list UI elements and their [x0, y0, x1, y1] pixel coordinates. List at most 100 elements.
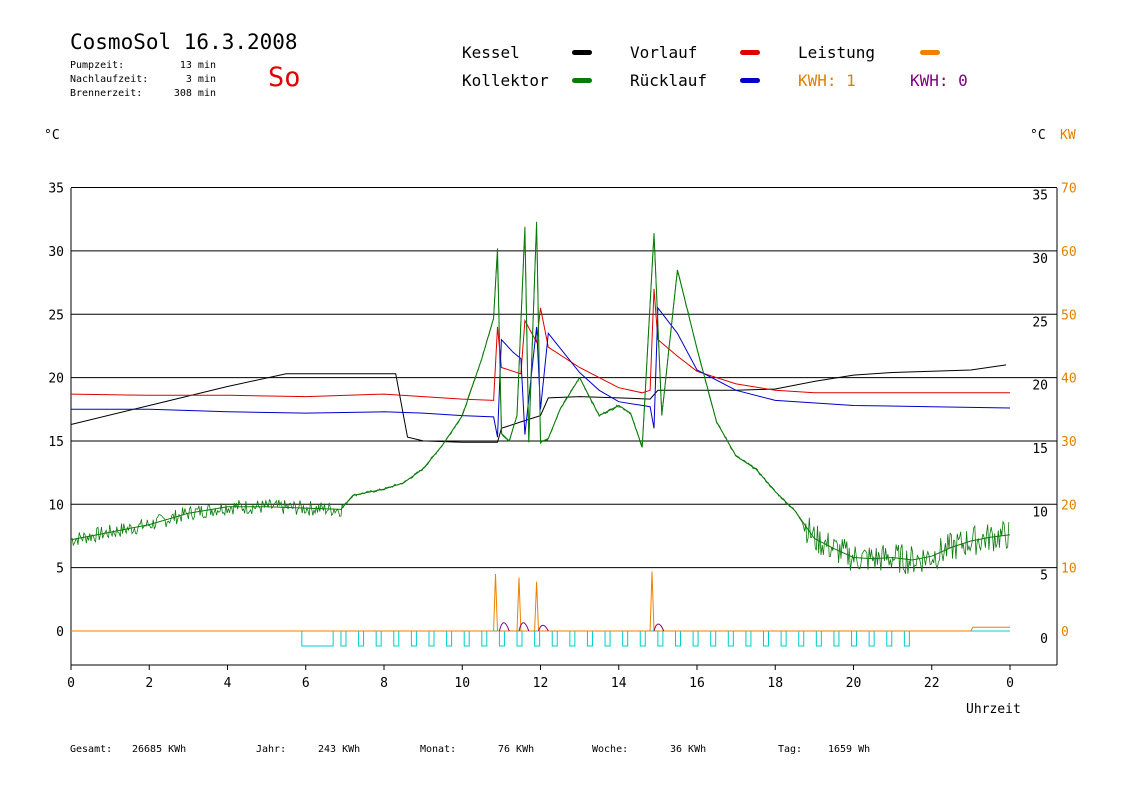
pump-pulse-19: [674, 630, 681, 647]
pump-pulse-28: [833, 630, 840, 647]
footer-monat-label: Monat:: [420, 744, 457, 755]
y-tick-right-c-1: 5: [1040, 569, 1048, 584]
legend-ruecklauf-label: Rücklauf: [630, 71, 708, 90]
y-tick-right-c-5: 25: [1032, 315, 1048, 330]
pump-pulse-6: [446, 630, 453, 647]
pump-pulse-7: [463, 630, 470, 647]
pump-pulse-block: [301, 630, 334, 647]
pump-pulse-25: [780, 630, 787, 647]
x-tick-label-12: 0: [1006, 676, 1014, 691]
y-tick-right-kw-7: 70: [1061, 182, 1077, 197]
pump-pulse-22: [727, 630, 734, 647]
series-leistung-line: [71, 571, 1010, 632]
pump-pulse-9: [498, 630, 505, 647]
y-tick-left-7: 35: [48, 182, 64, 197]
y-tick-right-kw-6: 60: [1061, 245, 1077, 260]
stat-value-1: 3 min: [185, 74, 216, 85]
pump-pulse-21: [710, 630, 717, 647]
series-kollektor-noise: [70, 242, 1010, 575]
legend-vorlauf-swatch: [740, 50, 760, 55]
stat-label-2: Brennerzeit:: [70, 88, 143, 99]
energy-bump-3: [653, 623, 665, 632]
y-tick-right-kw-2: 20: [1061, 498, 1077, 513]
legend-leistung-swatch: [920, 50, 940, 55]
pump-pulse-27: [815, 630, 822, 647]
y-tick-right-kw-5: 50: [1061, 308, 1077, 323]
x-tick-label-4: 8: [380, 676, 388, 691]
legend-vorlauf-label: Vorlauf: [630, 43, 698, 62]
y-tick-left-0: 0: [56, 625, 64, 640]
footer-gesamt-value: 26685 KWh: [132, 744, 187, 755]
footer-woche-label: Woche:: [592, 744, 629, 755]
pump-pulse-20: [692, 630, 699, 647]
legend-leistung-label: Leistung: [798, 43, 876, 62]
right-axis-unit-kw: KW: [1060, 128, 1076, 143]
pump-pulse-8: [481, 630, 488, 647]
legend-kessel-swatch: [572, 50, 592, 55]
stat-value-2: 308 min: [173, 88, 216, 99]
series-kessel-line: [70, 364, 1007, 443]
y-tick-right-c-7: 35: [1032, 189, 1048, 204]
pump-pulse-32: [903, 630, 910, 647]
x-tick-label-3: 6: [302, 676, 310, 691]
pump-pulse-4: [410, 630, 417, 647]
stat-value-0: 13 min: [179, 60, 216, 71]
y-tick-right-c-2: 10: [1032, 505, 1048, 520]
x-tick-label-5: 10: [454, 676, 470, 691]
y-tick-left-1: 5: [56, 562, 64, 577]
pump-pulse-10: [516, 630, 523, 647]
y-tick-right-kw-1: 10: [1061, 562, 1077, 577]
legend-kwh1-label: KWH: 1: [798, 71, 856, 90]
legend-kessel-label: Kessel: [462, 43, 520, 62]
pump-pulse-18: [657, 630, 664, 647]
x-tick-label-1: 2: [145, 676, 153, 691]
footer-jahr-label: Jahr:: [256, 744, 287, 755]
x-tick-label-10: 20: [846, 676, 862, 691]
y-tick-right-kw-3: 30: [1061, 435, 1077, 450]
y-tick-right-c-4: 20: [1032, 379, 1048, 394]
footer-tag-label: Tag:: [778, 744, 803, 755]
pump-pulse-31: [886, 630, 893, 647]
y-tick-right-kw-0: 0: [1061, 625, 1069, 640]
series-vorlauf-line: [70, 288, 1010, 401]
pump-pulse-29: [851, 630, 858, 647]
y-tick-left-4: 20: [48, 372, 64, 387]
pump-pulse-30: [868, 630, 875, 647]
series-rcklauf-line: [71, 306, 1011, 438]
y-tick-right-c-3: 15: [1032, 442, 1048, 457]
y-tick-left-6: 30: [48, 245, 64, 260]
pump-pulse-11: [534, 630, 541, 647]
y-tick-left-5: 25: [48, 308, 64, 323]
energy-bump-2: [538, 624, 549, 632]
legend-ruecklauf-swatch: [740, 78, 760, 83]
pump-pulse-1: [358, 630, 365, 647]
pump-pulse-16: [622, 630, 629, 647]
x-tick-label-8: 16: [689, 676, 705, 691]
x-tick-label-2: 4: [224, 676, 232, 691]
legend-kollektor-label: Kollektor: [462, 71, 549, 90]
x-tick-label-11: 22: [924, 676, 940, 691]
series-kollektor-line: [70, 221, 1011, 561]
x-tick-label-9: 18: [767, 676, 783, 691]
energy-bump-0: [498, 622, 510, 632]
y-tick-left-3: 15: [48, 435, 64, 450]
legend-kollektor-swatch: [572, 78, 592, 83]
y-tick-right-c-6: 30: [1032, 252, 1048, 267]
pump-pulse-14: [586, 630, 593, 647]
pump-pulse-5: [428, 630, 435, 647]
pump-pulse-15: [604, 630, 611, 647]
pump-pulse-13: [569, 630, 576, 647]
legend-kwh0-label: KWH: 0: [910, 71, 968, 90]
footer-jahr-value: 243 KWh: [318, 744, 361, 755]
y-tick-right-c-0: 0: [1040, 632, 1048, 647]
weekday-label: So: [268, 62, 301, 93]
y-tick-left-2: 10: [48, 498, 64, 513]
pump-pulse-23: [745, 630, 752, 647]
x-axis-label: Uhrzeit: [966, 702, 1021, 717]
pump-pulse-2: [375, 630, 382, 647]
stat-label-0: Pumpzeit:: [70, 60, 125, 71]
footer-monat-value: 76 KWh: [498, 744, 535, 755]
y-tick-right-kw-4: 40: [1061, 372, 1077, 387]
footer-gesamt-label: Gesamt:: [70, 744, 113, 755]
